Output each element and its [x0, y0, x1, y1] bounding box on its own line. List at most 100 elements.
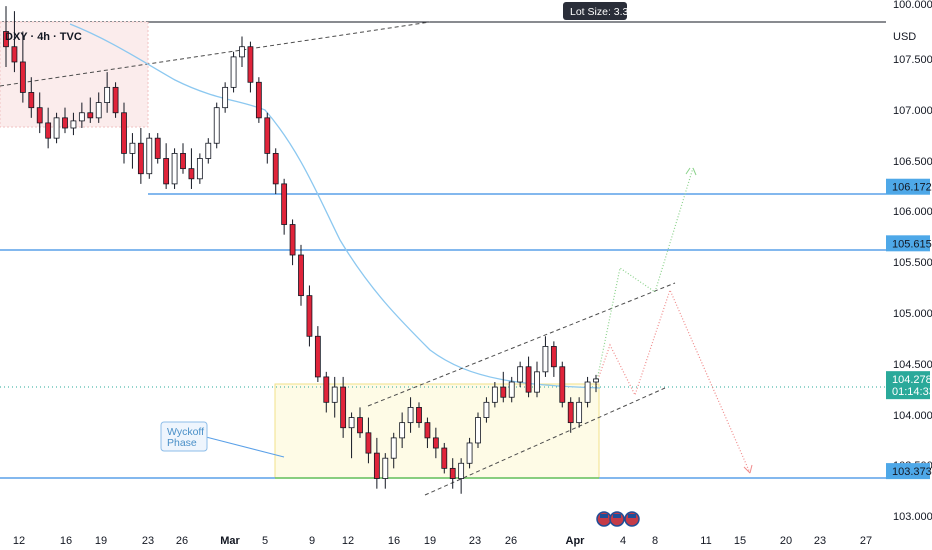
candle	[239, 36, 245, 68]
candle	[559, 361, 566, 408]
candle	[112, 82, 119, 118]
candle-body	[239, 46, 245, 58]
candle-body	[78, 112, 85, 122]
candle-body	[11, 46, 18, 63]
candle	[475, 412, 481, 449]
x-tick-label: 23	[814, 535, 826, 547]
price-axis-panel[interactable]	[886, 0, 932, 550]
candle	[508, 376, 515, 403]
candle	[567, 397, 574, 433]
candle-body	[272, 152, 279, 185]
candle	[19, 31, 26, 103]
candle-body	[576, 401, 583, 424]
currency-label[interactable]: USD	[893, 31, 916, 43]
x-tick-label: 11	[700, 535, 711, 547]
candle-body	[534, 371, 540, 393]
candle-body	[550, 346, 557, 368]
lot-size-text: Lot Size: 3.36	[570, 6, 634, 18]
level-price-badge[interactable]	[886, 235, 930, 252]
candle	[281, 178, 288, 235]
level-price-badge[interactable]	[886, 463, 930, 480]
candle-body	[264, 117, 271, 154]
y-tick-label: 106.500	[893, 156, 932, 168]
candle-body	[188, 168, 195, 180]
annotation-box[interactable]	[160, 421, 208, 452]
level-price-badge[interactable]	[886, 178, 930, 195]
candle-body	[53, 117, 60, 139]
candle-body	[491, 386, 498, 403]
level-price-badge-text: 105.615	[892, 238, 932, 250]
candle	[525, 356, 532, 398]
candle-body	[340, 386, 347, 429]
candle	[432, 427, 439, 459]
x-tick-label: 9	[309, 535, 315, 547]
x-tick-label: 15	[734, 535, 746, 547]
x-tick-label: 26	[176, 535, 188, 547]
candle-body	[222, 86, 229, 109]
candle-body	[593, 378, 599, 383]
bullish-projection-path	[595, 167, 694, 386]
y-tick-label: 100.000	[893, 0, 932, 11]
candle-body	[28, 92, 35, 109]
channel-upper-line	[367, 282, 676, 407]
x-tick-label: 19	[95, 535, 107, 547]
y-tick-label: 104.500	[893, 359, 932, 371]
candle-body	[230, 56, 237, 88]
candle-body	[36, 107, 43, 124]
y-tick-label: 103.000	[893, 511, 932, 523]
candle	[264, 112, 271, 164]
us-flag-canton	[628, 514, 636, 518]
candle-body	[306, 295, 313, 337]
candle-body	[432, 437, 439, 449]
candle	[542, 336, 549, 377]
candle	[365, 417, 372, 464]
candle	[87, 97, 94, 123]
y-tick-label: 107.000	[893, 105, 932, 117]
economic-event-flags[interactable]	[596, 511, 640, 527]
candle-body	[323, 376, 330, 403]
candle-body	[365, 432, 372, 454]
candle	[78, 102, 85, 128]
candle	[180, 143, 186, 174]
x-tick-label: 12	[342, 535, 354, 547]
y-tick-label: 105.000	[893, 308, 932, 320]
x-tick-label: 12	[13, 535, 25, 547]
candle-body	[424, 422, 431, 439]
candle	[45, 107, 52, 149]
candle-body	[483, 401, 490, 418]
candle	[298, 244, 304, 306]
candle-body	[466, 442, 473, 464]
candle	[449, 458, 456, 489]
candle-body	[112, 86, 119, 114]
candle-body	[104, 86, 111, 104]
candle	[348, 412, 355, 459]
candle	[70, 112, 77, 136]
candle	[171, 148, 178, 189]
candle	[255, 77, 262, 123]
candle	[289, 219, 296, 266]
candle-body	[584, 381, 591, 403]
candlestick-series	[3, 6, 599, 494]
current-price-badge[interactable]	[886, 371, 930, 400]
candle-body	[500, 386, 507, 398]
candle	[121, 102, 127, 164]
candle	[593, 374, 599, 393]
candle-body	[3, 31, 9, 48]
candle	[357, 407, 363, 438]
wyckoff-annotation[interactable]: Wyckoff Phase	[160, 421, 285, 458]
candle-body	[213, 107, 220, 144]
x-tick-label: Mar	[220, 535, 240, 547]
moving-average-line	[69, 23, 601, 389]
candle-body	[567, 401, 574, 424]
us-flag-canton	[600, 514, 608, 518]
candle	[11, 11, 18, 73]
candle-body	[475, 417, 481, 444]
bullish-projection-arrowhead	[685, 167, 697, 176]
candle-body	[298, 254, 304, 297]
symbol-label[interactable]: DXY · 4h · TVC	[5, 31, 82, 43]
candle-body	[255, 81, 262, 119]
candle-body	[508, 381, 515, 398]
candle-body	[416, 406, 422, 424]
